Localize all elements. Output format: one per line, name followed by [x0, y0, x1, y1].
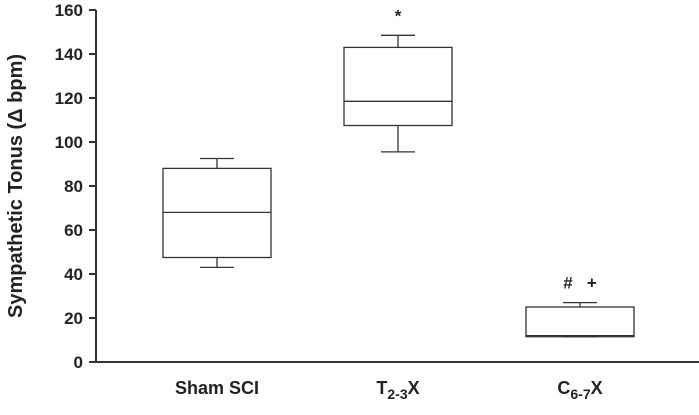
- category-label-main: C: [557, 378, 570, 398]
- category-label-subscript: 6-7: [570, 386, 590, 402]
- significance-marker: # +: [563, 274, 597, 293]
- y-tick-group: 0 20 40 60 80 100 120 140 160: [55, 1, 96, 372]
- category-label: C6-7X: [557, 378, 602, 402]
- box-2: [343, 34, 453, 153]
- category-label-main: T: [376, 378, 387, 398]
- box-1: [162, 157, 272, 269]
- category-label: T2-3X: [376, 378, 419, 402]
- y-tick-label: 140: [55, 45, 83, 64]
- interquartile-box: [343, 46, 453, 127]
- category-label-subscript: 2-3: [387, 386, 407, 402]
- category-label: Sham SCI: [175, 378, 259, 398]
- y-tick-label: 20: [64, 309, 83, 328]
- y-axis: 0 20 40 60 80 100 120 140 160: [55, 1, 97, 372]
- category-label-suffix: X: [408, 378, 420, 398]
- annotation-group: * # +: [395, 6, 597, 292]
- interquartile-box: [525, 306, 635, 338]
- box-group: [162, 34, 635, 338]
- y-tick-label: 80: [64, 177, 83, 196]
- category-label-main: Sham SCI: [175, 378, 259, 398]
- category-label-group: Sham SCI T2-3X C6-7X: [175, 378, 603, 402]
- y-tick-label: 60: [64, 221, 83, 240]
- y-tick-label: 40: [64, 265, 83, 284]
- y-tick-label: 120: [55, 89, 83, 108]
- box-3: [525, 301, 635, 338]
- y-tick-label: 100: [55, 133, 83, 152]
- y-tick-label: 160: [55, 1, 83, 20]
- y-axis-title: Sympathetic Tonus (Δ bpm): [5, 54, 27, 318]
- category-label-suffix: X: [591, 378, 603, 398]
- significance-marker: *: [395, 6, 402, 25]
- y-tick-label: 0: [74, 353, 83, 372]
